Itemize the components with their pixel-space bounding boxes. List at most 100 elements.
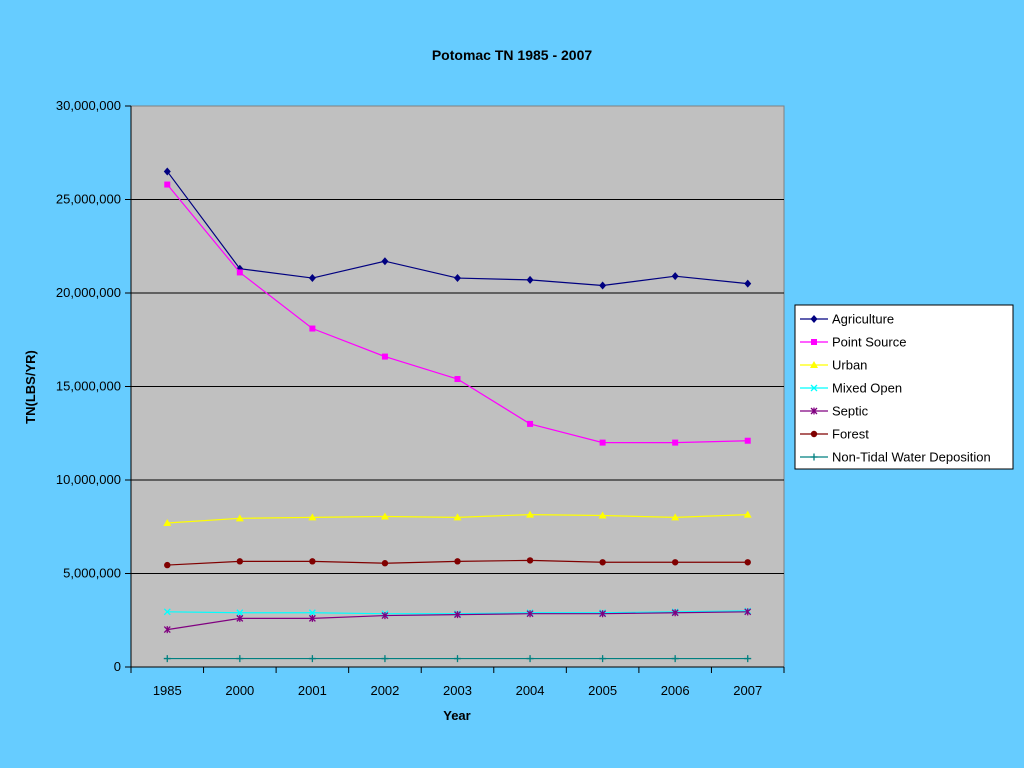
data-point — [308, 609, 316, 617]
data-point — [599, 439, 606, 446]
legend-item: Agriculture — [800, 312, 894, 327]
data-point — [599, 559, 606, 566]
data-point — [164, 181, 171, 188]
legend-marker — [810, 384, 818, 392]
data-point — [308, 513, 317, 521]
data-point — [526, 275, 534, 284]
y-tick-label: 0 — [114, 659, 121, 674]
series-non-tidal-water-deposition — [163, 655, 752, 663]
y-tick-label: 5,000,000 — [63, 566, 121, 581]
series-layer — [163, 167, 752, 663]
legend-label: Mixed Open — [832, 381, 902, 396]
data-point — [454, 376, 461, 383]
data-point — [744, 559, 751, 566]
data-point — [163, 626, 171, 634]
x-tick-label: 1985 — [153, 683, 182, 698]
data-point — [381, 612, 389, 620]
x-tick-label: 2003 — [443, 683, 472, 698]
y-tick-label: 25,000,000 — [56, 192, 121, 207]
legend-label: Septic — [832, 404, 869, 419]
data-point — [527, 420, 534, 427]
data-point — [236, 609, 244, 617]
data-point — [526, 610, 534, 618]
data-point — [308, 655, 316, 663]
data-point — [744, 608, 752, 616]
data-point — [235, 514, 244, 522]
legend-label: Agriculture — [832, 312, 894, 327]
data-point — [309, 558, 316, 565]
series-urban — [163, 510, 752, 527]
data-point — [598, 511, 607, 519]
data-point — [163, 608, 171, 616]
data-point — [599, 655, 607, 663]
x-tick-label: 2002 — [370, 683, 399, 698]
legend-marker — [810, 361, 818, 368]
data-point — [236, 655, 244, 663]
data-point — [163, 519, 172, 527]
legend: Agriculture Point Source Urban Mixed Open Se… — [794, 304, 1014, 470]
data-point — [381, 353, 388, 360]
data-point — [236, 614, 244, 622]
data-point — [163, 655, 171, 663]
legend-marker — [810, 315, 818, 323]
data-point — [526, 557, 534, 564]
legend-label: Forest — [832, 427, 869, 442]
data-point — [744, 279, 752, 288]
data-point — [308, 274, 316, 283]
data-point — [599, 610, 607, 618]
x-tick-label: 2001 — [298, 683, 327, 698]
legend-item: Non-Tidal Water Deposition — [800, 450, 991, 465]
chart-title: Potomac TN 1985 - 2007 — [432, 47, 593, 63]
series-agriculture — [163, 167, 752, 290]
legend-marker — [810, 407, 818, 415]
legend-item: Septic — [800, 404, 869, 419]
y-tick-label: 10,000,000 — [56, 472, 121, 487]
data-point — [671, 272, 679, 281]
data-point — [599, 281, 607, 290]
legend-label: Urban — [832, 358, 867, 373]
data-point — [526, 655, 534, 663]
y-tick-label: 15,000,000 — [56, 379, 121, 394]
legend-label: Non-Tidal Water Deposition — [832, 450, 991, 465]
x-tick-label: 2005 — [588, 683, 617, 698]
data-point — [308, 614, 316, 622]
gridlines — [131, 199, 784, 574]
legend-marker — [810, 430, 818, 438]
legend-item: Mixed Open — [800, 381, 902, 396]
data-point — [163, 167, 171, 176]
x-axis-title: Year — [443, 708, 470, 723]
data-point — [236, 269, 243, 276]
data-point — [526, 510, 535, 518]
legend-item: Urban — [800, 358, 867, 373]
data-point — [164, 561, 171, 569]
series-septic — [163, 608, 752, 634]
data-point — [744, 655, 752, 663]
legend-marker — [811, 339, 817, 345]
legend-label: Point Source — [832, 335, 906, 350]
x-tick-label: 2006 — [661, 683, 690, 698]
series-forest — [164, 557, 751, 569]
data-point — [671, 559, 679, 566]
series-point-source — [164, 181, 751, 446]
x-tick-label: 2007 — [733, 683, 762, 698]
x-tick-label: 2000 — [225, 683, 254, 698]
y-tick-label: 30,000,000 — [56, 98, 121, 113]
data-point — [454, 611, 461, 619]
data-point — [381, 257, 389, 266]
x-tick-label: 2004 — [516, 683, 545, 698]
legend-item: Forest — [800, 427, 869, 442]
data-point — [454, 655, 461, 663]
data-point — [309, 325, 316, 332]
legend-box — [794, 304, 1014, 470]
data-point — [380, 512, 389, 520]
data-point — [744, 437, 751, 444]
y-axis-ticks: 0 5,000,000 10,000,000 15,000,000 20,000,000… — [56, 98, 132, 674]
data-point — [671, 609, 679, 617]
data-point — [743, 510, 752, 518]
data-point — [453, 513, 462, 521]
data-point — [381, 560, 389, 567]
legend-marker — [810, 453, 818, 461]
data-point — [672, 439, 679, 446]
data-point — [454, 558, 461, 565]
